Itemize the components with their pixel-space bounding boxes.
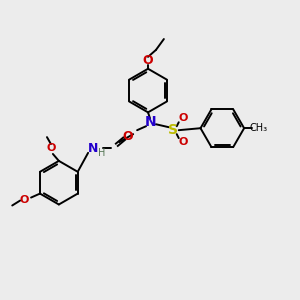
Text: O: O [122, 130, 133, 142]
Text: H: H [98, 148, 105, 158]
Text: S: S [168, 123, 178, 137]
Text: O: O [20, 194, 29, 205]
Text: O: O [143, 54, 153, 67]
Text: N: N [145, 115, 157, 129]
Text: CH₃: CH₃ [250, 123, 268, 133]
Text: O: O [178, 137, 188, 147]
Text: O: O [178, 113, 188, 123]
Text: O: O [46, 143, 56, 153]
Text: N: N [88, 142, 99, 154]
